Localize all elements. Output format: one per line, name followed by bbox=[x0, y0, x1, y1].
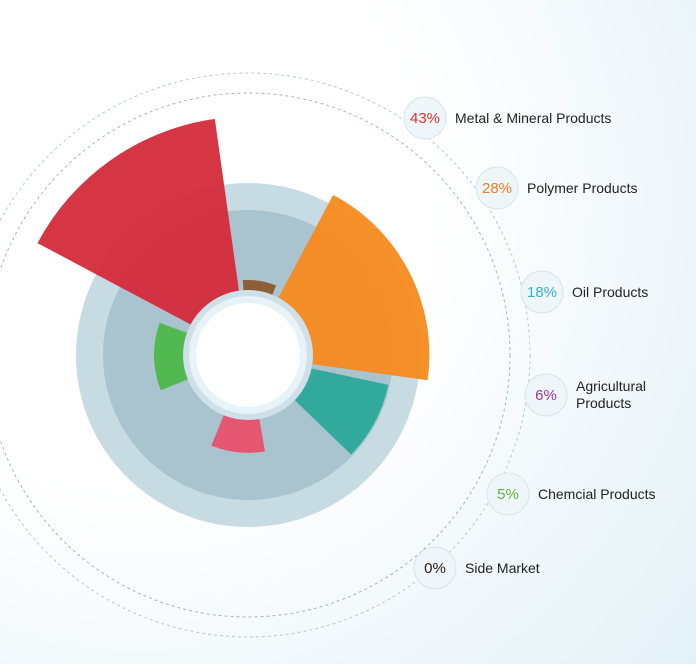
category-label: Agricultural Products bbox=[576, 378, 647, 411]
value-label: 18% bbox=[527, 284, 557, 301]
label-bubble bbox=[475, 166, 519, 210]
center-disc bbox=[196, 303, 300, 407]
category-label: Side Market bbox=[465, 560, 540, 576]
wedge bbox=[37, 118, 248, 355]
value-label: 6% bbox=[535, 387, 557, 404]
label-bubble bbox=[520, 270, 564, 314]
label-bubble bbox=[524, 373, 568, 417]
value-label: 43% bbox=[410, 110, 440, 127]
category-label: Oil Products bbox=[572, 284, 649, 300]
category-label: Chemcial Products bbox=[538, 486, 656, 502]
label-bubble bbox=[413, 546, 457, 590]
value-label: 28% bbox=[482, 180, 512, 197]
dashed-ring bbox=[0, 92, 511, 618]
dashed-ring bbox=[0, 72, 531, 638]
label-bubble bbox=[486, 472, 530, 516]
category-label: Metal & Mineral Products bbox=[455, 110, 612, 126]
category-label: Polymer Products bbox=[527, 180, 638, 196]
label-bubble bbox=[403, 96, 447, 140]
value-label: 0% bbox=[424, 560, 446, 577]
value-label: 5% bbox=[497, 486, 519, 503]
